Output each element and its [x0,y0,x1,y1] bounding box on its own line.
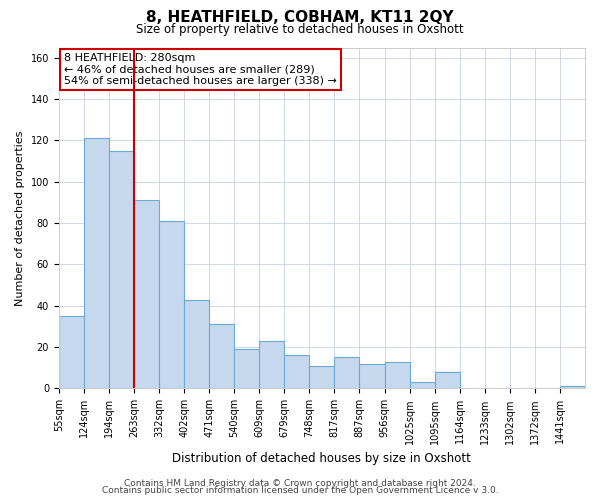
Text: Contains HM Land Registry data © Crown copyright and database right 2024.: Contains HM Land Registry data © Crown c… [124,478,476,488]
Bar [84,138,109,388]
Bar [259,341,284,388]
Bar [434,372,460,388]
Bar [410,382,434,388]
Bar [134,200,159,388]
Text: 8, HEATHFIELD, COBHAM, KT11 2QY: 8, HEATHFIELD, COBHAM, KT11 2QY [146,10,454,25]
Bar [59,316,84,388]
Text: Size of property relative to detached houses in Oxshott: Size of property relative to detached ho… [136,22,464,36]
Bar [560,386,585,388]
Text: Contains public sector information licensed under the Open Government Licence v : Contains public sector information licen… [101,486,499,495]
Y-axis label: Number of detached properties: Number of detached properties [15,130,25,306]
Bar [159,221,184,388]
Bar [385,362,410,388]
Bar [284,356,310,388]
Bar [234,349,259,389]
Bar [359,364,385,388]
Bar [184,300,209,388]
X-axis label: Distribution of detached houses by size in Oxshott: Distribution of detached houses by size … [172,452,472,465]
Bar [209,324,234,388]
Bar [310,366,334,388]
Text: 8 HEATHFIELD: 280sqm
← 46% of detached houses are smaller (289)
54% of semi-deta: 8 HEATHFIELD: 280sqm ← 46% of detached h… [64,52,337,86]
Bar [109,151,134,388]
Bar [334,358,359,388]
